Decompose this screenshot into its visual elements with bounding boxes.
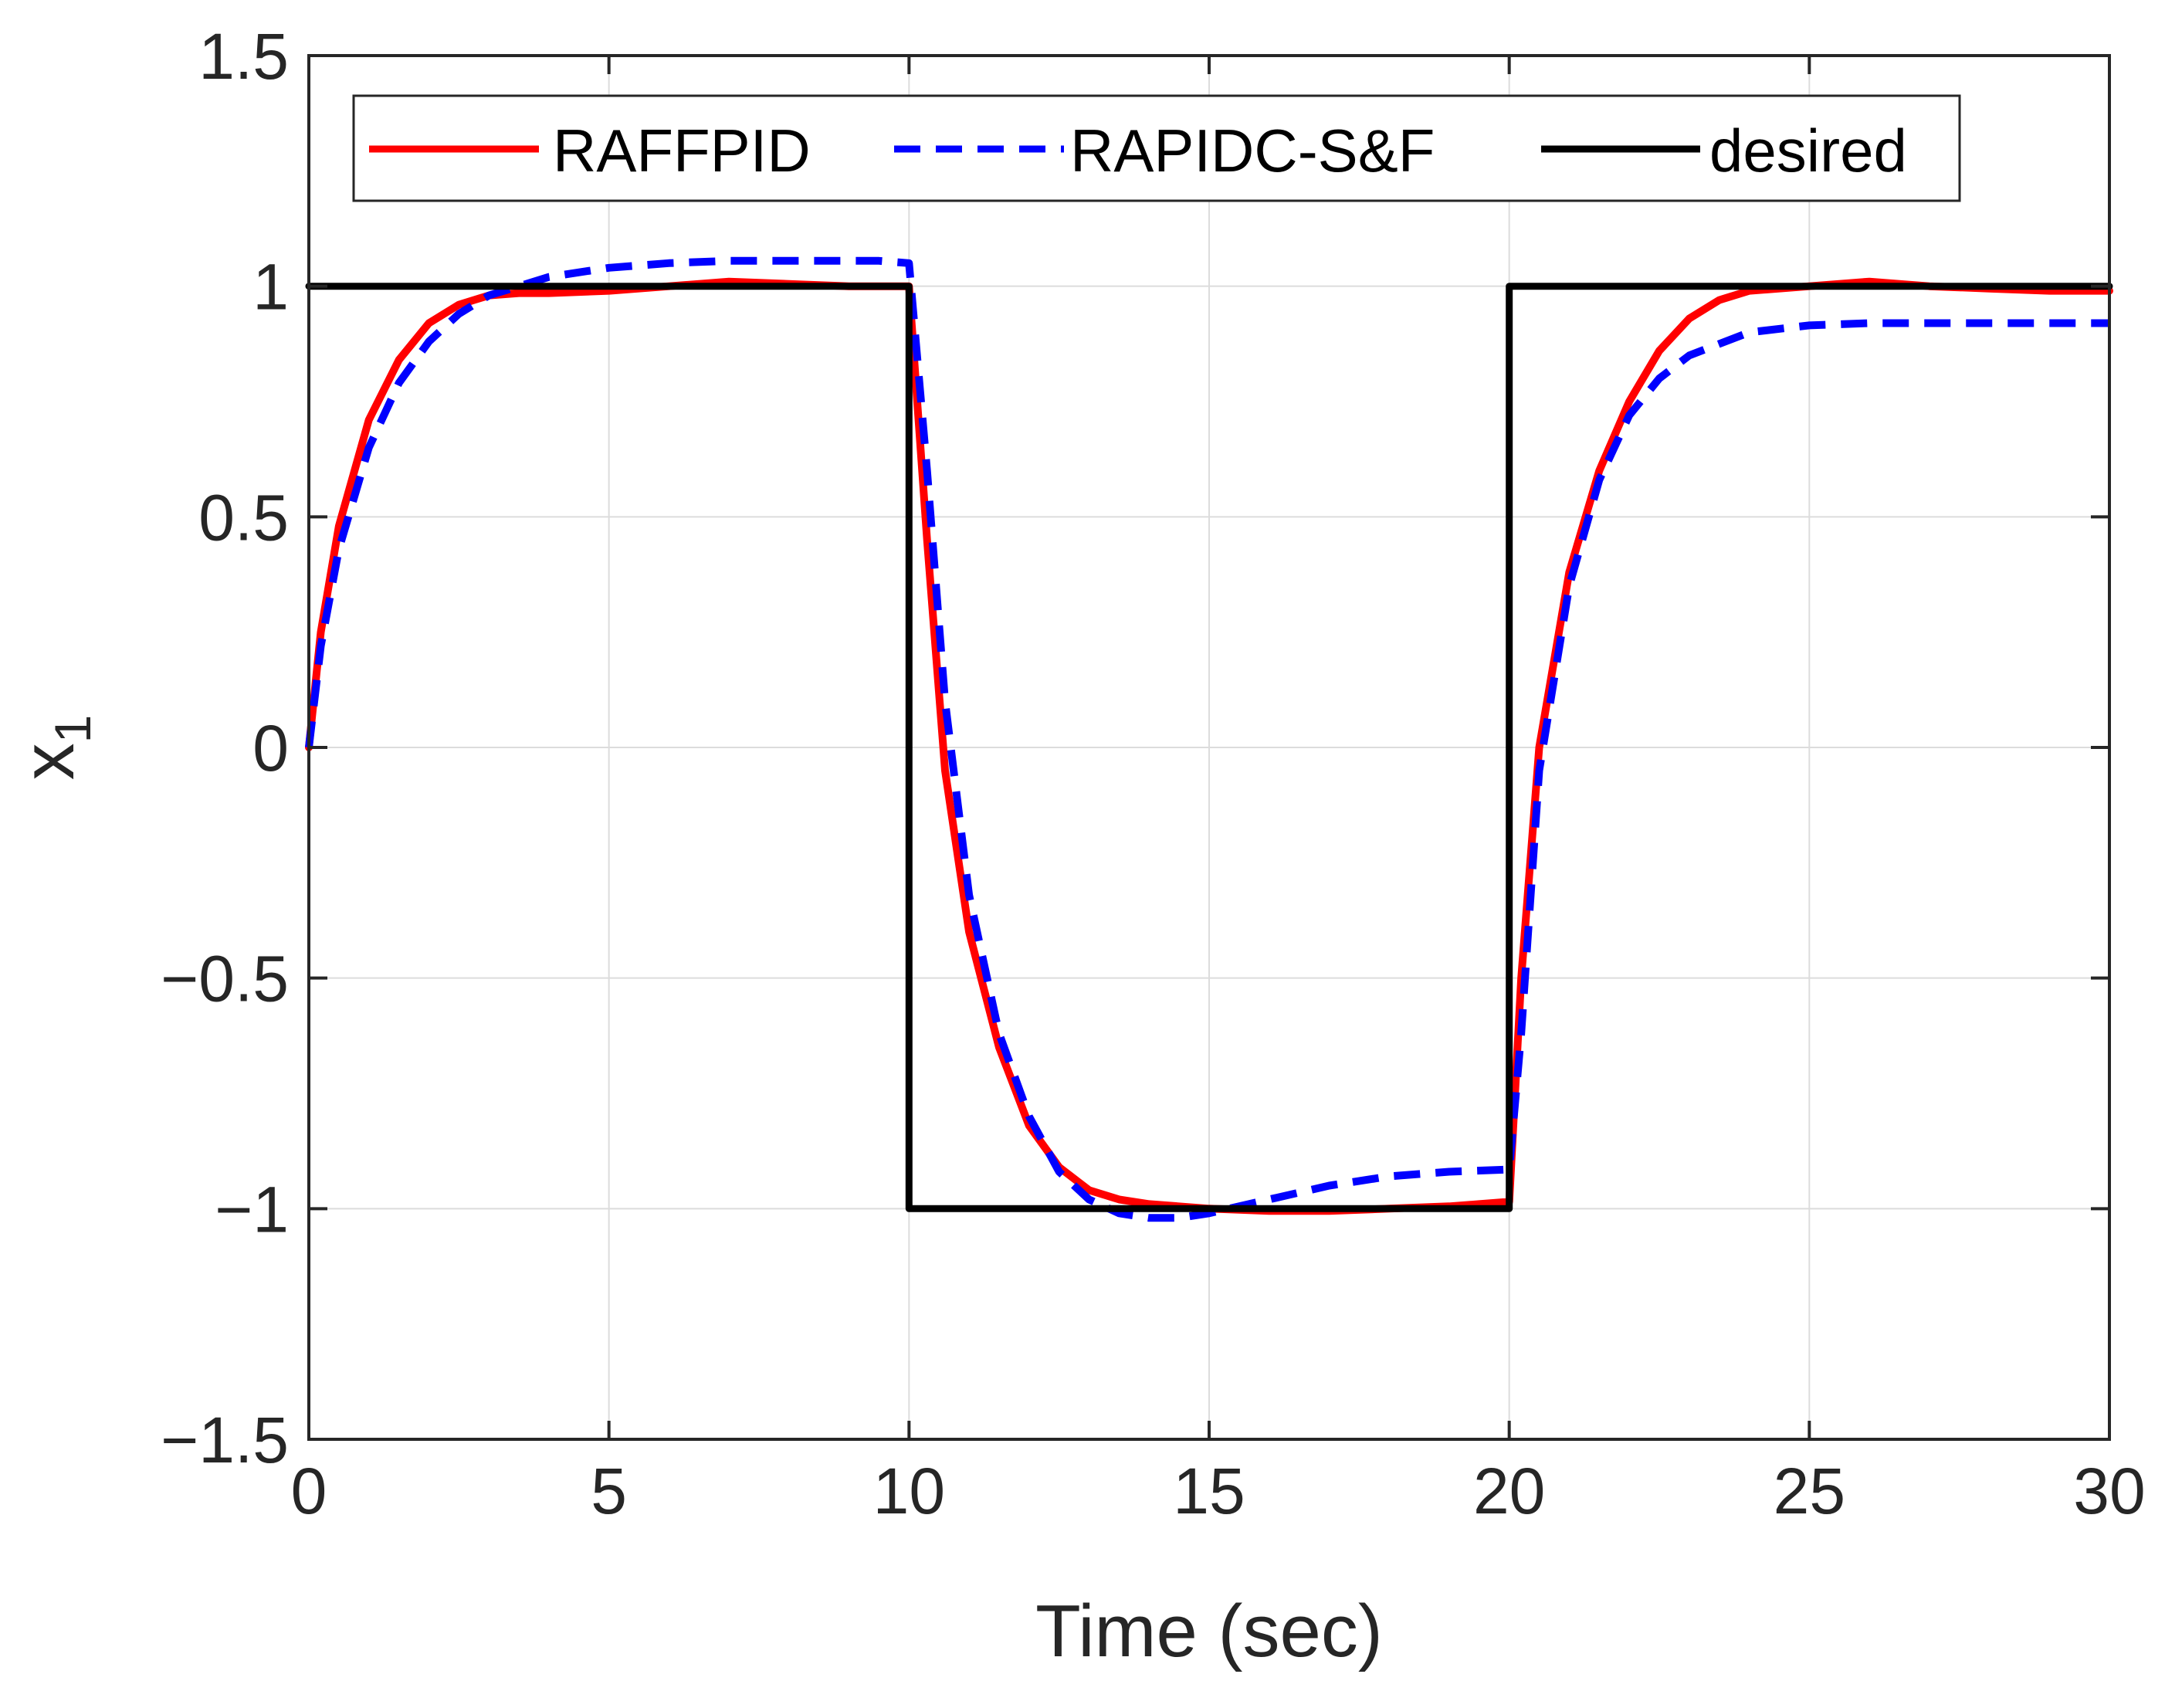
series-line-desired xyxy=(305,283,2113,1212)
legend-label-raffpid: RAFFPID xyxy=(553,117,811,185)
y-tick-label: 1.5 xyxy=(198,20,289,93)
legend-label-desired: desired xyxy=(1709,117,1907,185)
y-tick-label: 0.5 xyxy=(198,481,289,554)
legend-label-rapidc-sf: RAPIDC-S&F xyxy=(1070,117,1435,185)
y-tick-label: −1 xyxy=(215,1173,289,1245)
y-axis-label-subscript: 1 xyxy=(44,715,101,744)
y-tick-label: 0 xyxy=(252,712,289,785)
x-tick-label: 10 xyxy=(873,1455,945,1527)
series-layer xyxy=(305,256,2113,1222)
y-axis-label-main: x xyxy=(7,743,90,780)
x-tick-label: 25 xyxy=(1774,1455,1845,1527)
y-axis-label: x1 xyxy=(7,715,101,781)
x-tick-label: 20 xyxy=(1473,1455,1545,1527)
x-axis-label: Time (sec) xyxy=(1035,1590,1383,1672)
x-tick-label: 15 xyxy=(1173,1455,1245,1527)
y-tick-label: −0.5 xyxy=(161,943,289,1015)
series-line-raffpid xyxy=(305,277,2113,1215)
x-tick-label: 30 xyxy=(2073,1455,2145,1527)
x-tick-label: 5 xyxy=(591,1455,627,1527)
svg-text:x1: x1 xyxy=(7,715,101,781)
y-tick-label: −1.5 xyxy=(161,1404,289,1476)
ticks: 0 5 10 15 20 25 30 −1.5 −1 −0.5 0 0.5 1 1.5 xyxy=(161,20,2146,1527)
legend: RAFFPID RAPIDC-S&F desired xyxy=(352,94,1961,202)
x-tick-label: 0 xyxy=(291,1455,327,1527)
y-tick-label: 1 xyxy=(252,251,289,324)
